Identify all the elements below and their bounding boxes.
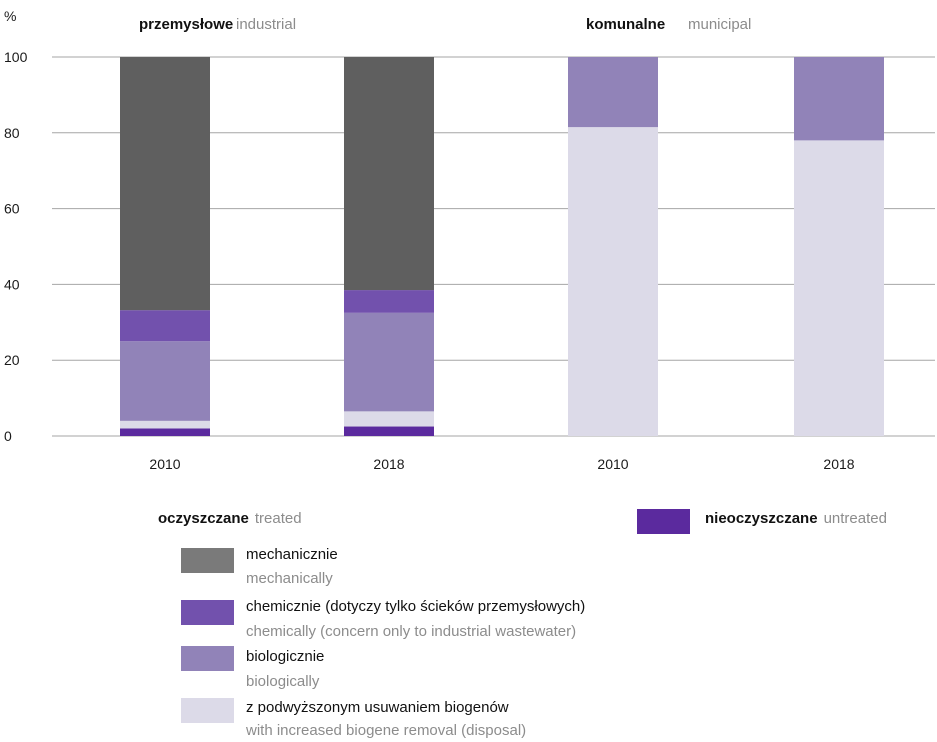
bar-segment-increased_biogene xyxy=(568,127,658,437)
legend-untreated: nieoczyszczane untreated xyxy=(705,510,887,528)
x-tick-labels: 2010 2018 2010 2018 xyxy=(149,456,854,472)
bar-segment-mechanical xyxy=(120,57,210,311)
group-label-municipal: komunalne municipal xyxy=(586,16,751,33)
x-tick-label: 2010 xyxy=(149,456,180,472)
stacked-bar-chart: % 0 20 40 60 80 100 2010 2018 2010 2018 przemysł… xyxy=(4,8,935,472)
group-label-industrial: przemysłowe industrial xyxy=(139,16,296,33)
group-label-pl: komunalne xyxy=(586,16,665,33)
group-label-pl: przemysłowe xyxy=(139,16,233,33)
y-tick-label: 0 xyxy=(4,428,12,444)
legend-item-chemical-pl: chemicznie (dotyczy tylko ścieków przemy… xyxy=(246,598,586,615)
legend-item-increased-biogene-pl: z podwyższonym usuwaniem biogenów xyxy=(246,699,509,716)
y-tick-label: 80 xyxy=(4,125,20,141)
y-tick-label: 100 xyxy=(4,49,28,65)
legend-treated-heading: oczyszczane treated xyxy=(158,510,302,528)
y-tick-label: 20 xyxy=(4,352,20,368)
bar-segment-biological xyxy=(344,312,434,412)
legend-swatch-chemical xyxy=(181,600,234,625)
bar-segment-untreated xyxy=(344,426,434,436)
legend-item-chemical-en: chemically (concern only to industrial w… xyxy=(246,623,577,640)
legend-item-biological-en: biologically xyxy=(246,673,320,690)
legend-item-increased-biogene-en: with increased biogene removal (disposal… xyxy=(246,722,527,739)
legend-item-mechanical-pl: mechanicznie xyxy=(246,546,338,563)
group-label-en: municipal xyxy=(688,16,751,33)
bar-segment-increased_biogene xyxy=(120,420,210,429)
bar-segment-biological xyxy=(794,57,884,141)
bar-segment-chemical xyxy=(120,310,210,342)
y-tick-labels: 0 20 40 60 80 100 xyxy=(4,49,28,444)
legend-untreated-pl: nieoczyszczane xyxy=(705,510,818,527)
legend-treated-en: treated xyxy=(254,510,302,527)
legend-swatch-mechanical xyxy=(181,548,234,573)
bar-segment-biological xyxy=(568,57,658,128)
group-label-en: industrial xyxy=(236,16,296,33)
x-tick-label: 2010 xyxy=(597,456,628,472)
y-tick-label: 40 xyxy=(4,276,20,292)
legend-swatch-increased-biogene xyxy=(181,698,234,723)
legend-treated-pl: oczyszczane xyxy=(158,510,249,527)
legend-item-biological-pl: biologicznie xyxy=(246,648,325,665)
legend-swatch-untreated xyxy=(637,509,690,534)
x-tick-label: 2018 xyxy=(823,456,854,472)
bar-segment-untreated xyxy=(120,428,210,436)
x-tick-label: 2018 xyxy=(373,456,404,472)
legend-untreated-en: untreated xyxy=(823,510,887,527)
y-unit-label: % xyxy=(4,8,16,24)
legend-swatch-biological xyxy=(181,646,234,671)
bar-segment-chemical xyxy=(344,290,434,313)
bar-segment-mechanical xyxy=(344,57,434,291)
legend-item-mechanical-en: mechanically xyxy=(246,570,333,587)
bar-segment-increased_biogene xyxy=(344,411,434,427)
bars xyxy=(120,57,884,437)
bar-segment-increased_biogene xyxy=(794,140,884,436)
y-tick-label: 60 xyxy=(4,201,20,217)
bar-segment-biological xyxy=(120,341,210,421)
